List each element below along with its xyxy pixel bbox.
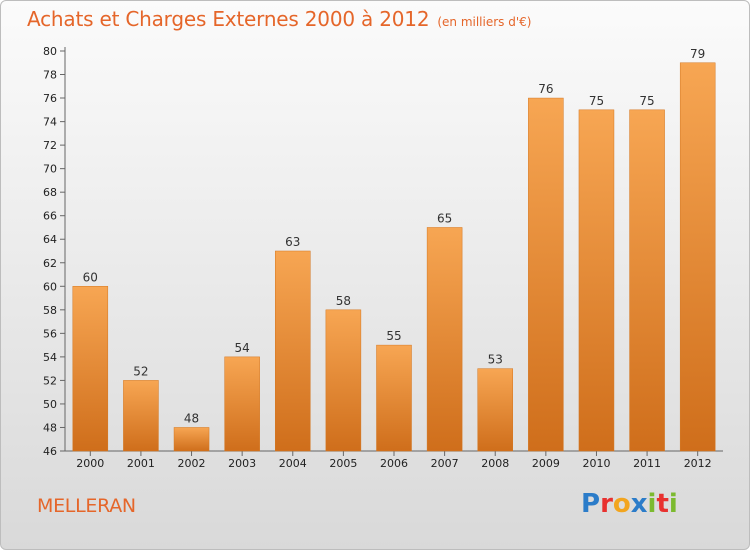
x-tick-label: 2002 [178,457,206,470]
logo-letter: o [612,489,631,519]
x-tick-label: 2010 [582,457,610,470]
y-tick-label: 62 [43,257,57,270]
y-tick-label: 68 [43,186,57,199]
logo-letter: t [656,489,669,519]
y-tick-label: 70 [43,163,57,176]
x-tick-label: 2007 [431,457,459,470]
x-tick-label: 2006 [380,457,408,470]
proxiti-logo: Proxiti [581,489,678,519]
bar-value-label: 52 [133,364,148,378]
bar [376,344,412,452]
chart-title-main: Achats et Charges Externes 2000 à 2012 [27,7,430,31]
y-tick-label: 58 [43,304,57,317]
bar-value-label: 79 [690,47,705,61]
x-tick-label: 2012 [684,457,712,470]
y-tick-label: 76 [43,92,57,105]
bar [72,286,109,452]
logo-letter: x [630,489,648,519]
y-tick-label: 64 [43,233,57,246]
x-tick-label: 2005 [329,457,357,470]
bar-value-label: 53 [488,353,503,367]
x-tick-label: 2009 [532,457,560,470]
logo-letter: i [668,489,678,519]
y-tick-label: 74 [43,116,57,129]
x-tick-label: 2001 [127,457,155,470]
y-tick-label: 50 [43,398,57,411]
bar-value-label: 60 [83,270,98,284]
x-tick-label: 2011 [633,457,661,470]
chart-title: Achats et Charges Externes 2000 à 2012 (e… [27,7,531,31]
bar [578,109,615,452]
bar [224,356,260,452]
bar-value-label: 54 [235,341,250,355]
y-tick-label: 78 [43,69,57,82]
bar-value-label: 65 [437,211,452,225]
logo-letter: r [600,489,613,519]
bar-value-label: 48 [184,411,199,425]
bar-value-label: 75 [589,94,604,108]
y-tick-label: 72 [43,139,57,152]
x-tick-label: 2004 [279,457,307,470]
y-tick-label: 60 [43,280,57,293]
y-tick-label: 80 [43,45,57,58]
y-tick-label: 54 [43,351,57,364]
y-tick-label: 52 [43,374,57,387]
y-tick-label: 46 [43,445,57,458]
chart-title-unit: (en milliers d'€) [437,15,532,29]
bar-value-label: 63 [285,235,300,249]
bar [123,380,159,452]
y-tick-label: 66 [43,210,57,223]
bar-value-label: 76 [538,82,553,96]
x-tick-label: 2008 [481,457,509,470]
bar-value-label: 55 [386,329,401,343]
y-tick-label: 56 [43,327,57,340]
commune-name: MELLERAN [37,495,136,517]
bar [477,368,513,452]
y-tick-label: 48 [43,421,57,434]
x-tick-label: 2003 [228,457,256,470]
bar-value-label: 75 [639,94,654,108]
bar [275,250,311,452]
logo-letter: P [581,489,601,519]
x-tick-label: 2000 [76,457,104,470]
bar [528,97,564,452]
bar [173,427,210,452]
bar [679,62,716,452]
bar [426,227,463,452]
bar [629,109,665,452]
logo-letter: i [647,489,657,519]
bar-value-label: 58 [336,294,351,308]
bar [325,309,362,452]
